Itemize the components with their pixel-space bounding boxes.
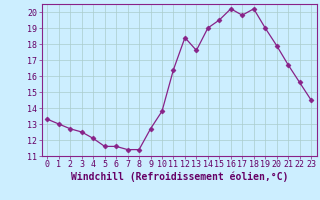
X-axis label: Windchill (Refroidissement éolien,°C): Windchill (Refroidissement éolien,°C) bbox=[70, 172, 288, 182]
